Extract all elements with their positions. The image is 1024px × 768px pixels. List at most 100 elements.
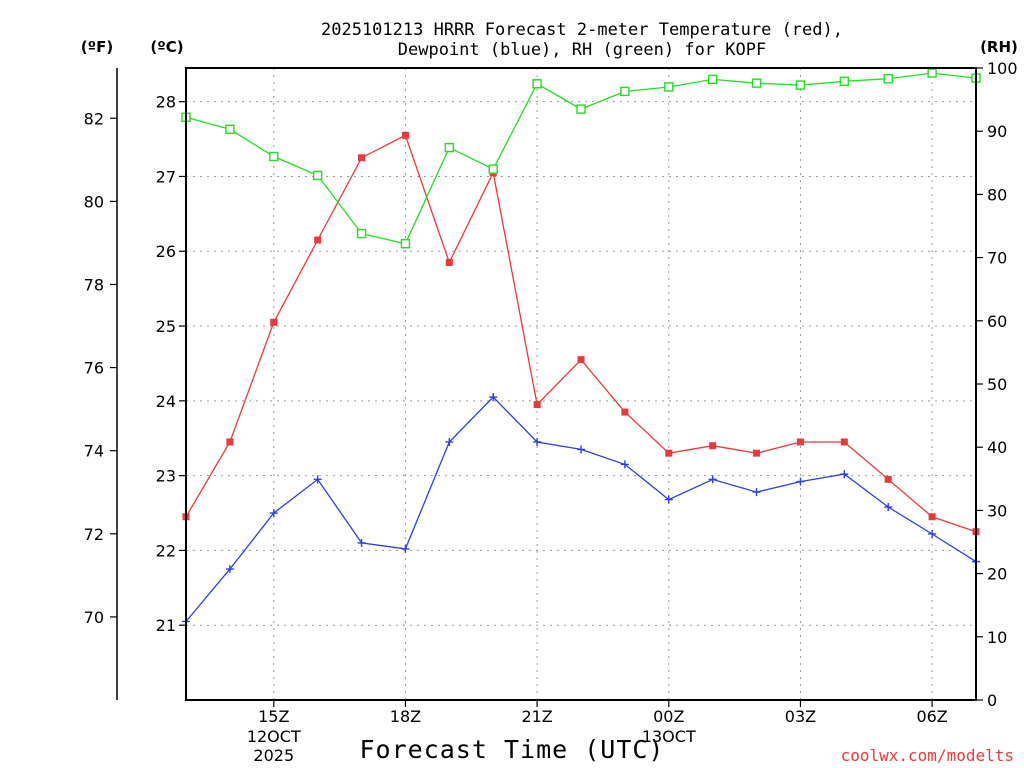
temperature-point bbox=[796, 438, 804, 446]
temperature-point bbox=[445, 258, 453, 266]
rh-point bbox=[620, 86, 630, 97]
temperature-point bbox=[314, 236, 322, 244]
temperature-point bbox=[270, 318, 278, 326]
fahrenheit-tick-label: 80 bbox=[84, 192, 104, 211]
chart-title-line2: Dewpoint (blue), RH (green) for KOPF bbox=[398, 40, 766, 60]
temperature-point bbox=[753, 449, 761, 457]
rh-point bbox=[356, 228, 367, 239]
rh-tick-label: 50 bbox=[987, 375, 1007, 394]
grid-layer bbox=[186, 68, 976, 700]
rh-tick-label: 100 bbox=[987, 59, 1018, 78]
celsius-tick-label: 23 bbox=[156, 467, 176, 486]
rh-point bbox=[795, 80, 806, 90]
celsius-tick-label: 21 bbox=[156, 616, 176, 635]
chart-title-line1: 2025101213 HRRR Forecast 2-meter Tempera… bbox=[321, 20, 843, 40]
dewpoint-point bbox=[620, 460, 629, 469]
temperature-point bbox=[577, 356, 585, 364]
rh-tick-label: 20 bbox=[987, 565, 1007, 584]
dewpoint-line bbox=[185, 396, 977, 622]
rh-point bbox=[664, 82, 674, 92]
temperature-point bbox=[709, 442, 717, 450]
rh-tick-label: 10 bbox=[987, 628, 1007, 647]
temperature-point bbox=[358, 154, 366, 162]
dewpoint-point bbox=[357, 538, 366, 547]
dewpoint-point bbox=[708, 475, 717, 484]
series-dewpoint bbox=[182, 393, 980, 626]
fahrenheit-tick-label: 82 bbox=[84, 109, 104, 128]
dewpoint-point bbox=[401, 544, 410, 553]
dewpoint-point bbox=[752, 488, 761, 497]
rh-point bbox=[707, 74, 718, 85]
x-tick-label: 06Z bbox=[916, 707, 947, 726]
rh-tick-label: 80 bbox=[987, 185, 1007, 204]
rh-point bbox=[488, 164, 498, 174]
rh-point bbox=[312, 170, 323, 181]
rh-tick-label: 70 bbox=[987, 249, 1007, 268]
fahrenheit-tick-label: 74 bbox=[84, 442, 104, 461]
x-tick-date-label: 12OCT bbox=[247, 727, 301, 746]
dewpoint-point bbox=[884, 503, 893, 512]
watermark: coolwx.com/modelts bbox=[841, 746, 1014, 765]
celsius-tick-label: 25 bbox=[156, 317, 176, 336]
dewpoint-point bbox=[577, 445, 585, 454]
fahrenheit-tick-label: 72 bbox=[84, 525, 104, 544]
rh-tick-label: 30 bbox=[987, 501, 1007, 520]
rh-point bbox=[532, 79, 542, 89]
series-rh bbox=[181, 68, 981, 249]
x-tick-label: 15Z bbox=[258, 707, 289, 726]
dewpoint-point bbox=[928, 529, 937, 538]
x-tick-label: 03Z bbox=[785, 707, 816, 726]
series-layer bbox=[181, 68, 981, 626]
fahrenheit-tick-label: 70 bbox=[84, 608, 104, 627]
temperature-point bbox=[401, 131, 409, 139]
x-tick-year-label: 2025 bbox=[253, 746, 294, 765]
temperature-line bbox=[185, 134, 977, 533]
dewpoint-point bbox=[269, 509, 278, 518]
celsius-tick-label: 28 bbox=[156, 93, 176, 112]
rh-tick-label: 60 bbox=[987, 312, 1007, 331]
temperature-point bbox=[884, 475, 892, 483]
temperature-point bbox=[840, 438, 848, 446]
celsius-tick-label: 22 bbox=[156, 541, 176, 560]
temperature-point bbox=[621, 408, 629, 416]
series-temperature bbox=[182, 131, 980, 536]
plot-frame bbox=[185, 67, 977, 701]
x-axis-title: Forecast Time (UTC) bbox=[360, 735, 665, 764]
celsius-tick-label: 24 bbox=[156, 392, 176, 411]
rh-point bbox=[927, 68, 937, 78]
temperature-point bbox=[226, 438, 234, 446]
fahrenheit-tick-label: 78 bbox=[84, 275, 104, 294]
celsius-tick-label: 26 bbox=[156, 242, 176, 261]
fahrenheit-tick-label: 76 bbox=[84, 359, 104, 378]
celsius-tick-label: 27 bbox=[156, 167, 176, 186]
dewpoint-point bbox=[313, 475, 322, 484]
rh-point bbox=[269, 151, 279, 162]
dewpoint-point bbox=[225, 565, 234, 574]
dewpoint-point bbox=[445, 437, 454, 446]
rh-point bbox=[883, 74, 893, 84]
dewpoint-point bbox=[840, 470, 849, 479]
rh-unit-label: (RH) bbox=[980, 38, 1018, 56]
rh-point bbox=[444, 142, 455, 153]
dewpoint-point bbox=[533, 437, 542, 446]
rh-point bbox=[839, 76, 850, 86]
rh-point bbox=[576, 104, 586, 114]
rh-tick-label: 0 bbox=[987, 691, 997, 710]
dewpoint-point bbox=[796, 477, 805, 486]
dewpoint-point bbox=[489, 393, 498, 402]
rh-tick-label: 40 bbox=[987, 438, 1007, 457]
rh-point bbox=[751, 78, 762, 88]
rh-line bbox=[185, 72, 977, 245]
temperature-point bbox=[665, 449, 673, 457]
x-tick-label: 00Z bbox=[653, 707, 684, 726]
x-tick-label: 21Z bbox=[521, 707, 552, 726]
temperature-point bbox=[533, 401, 541, 409]
rh-point bbox=[400, 238, 411, 249]
x-tick-date-label: 13OCT bbox=[642, 727, 696, 746]
temperature-point bbox=[928, 513, 936, 521]
rh-point bbox=[225, 124, 235, 135]
dewpoint-point bbox=[664, 495, 673, 504]
celsius-unit-label: (ºC) bbox=[150, 38, 183, 56]
